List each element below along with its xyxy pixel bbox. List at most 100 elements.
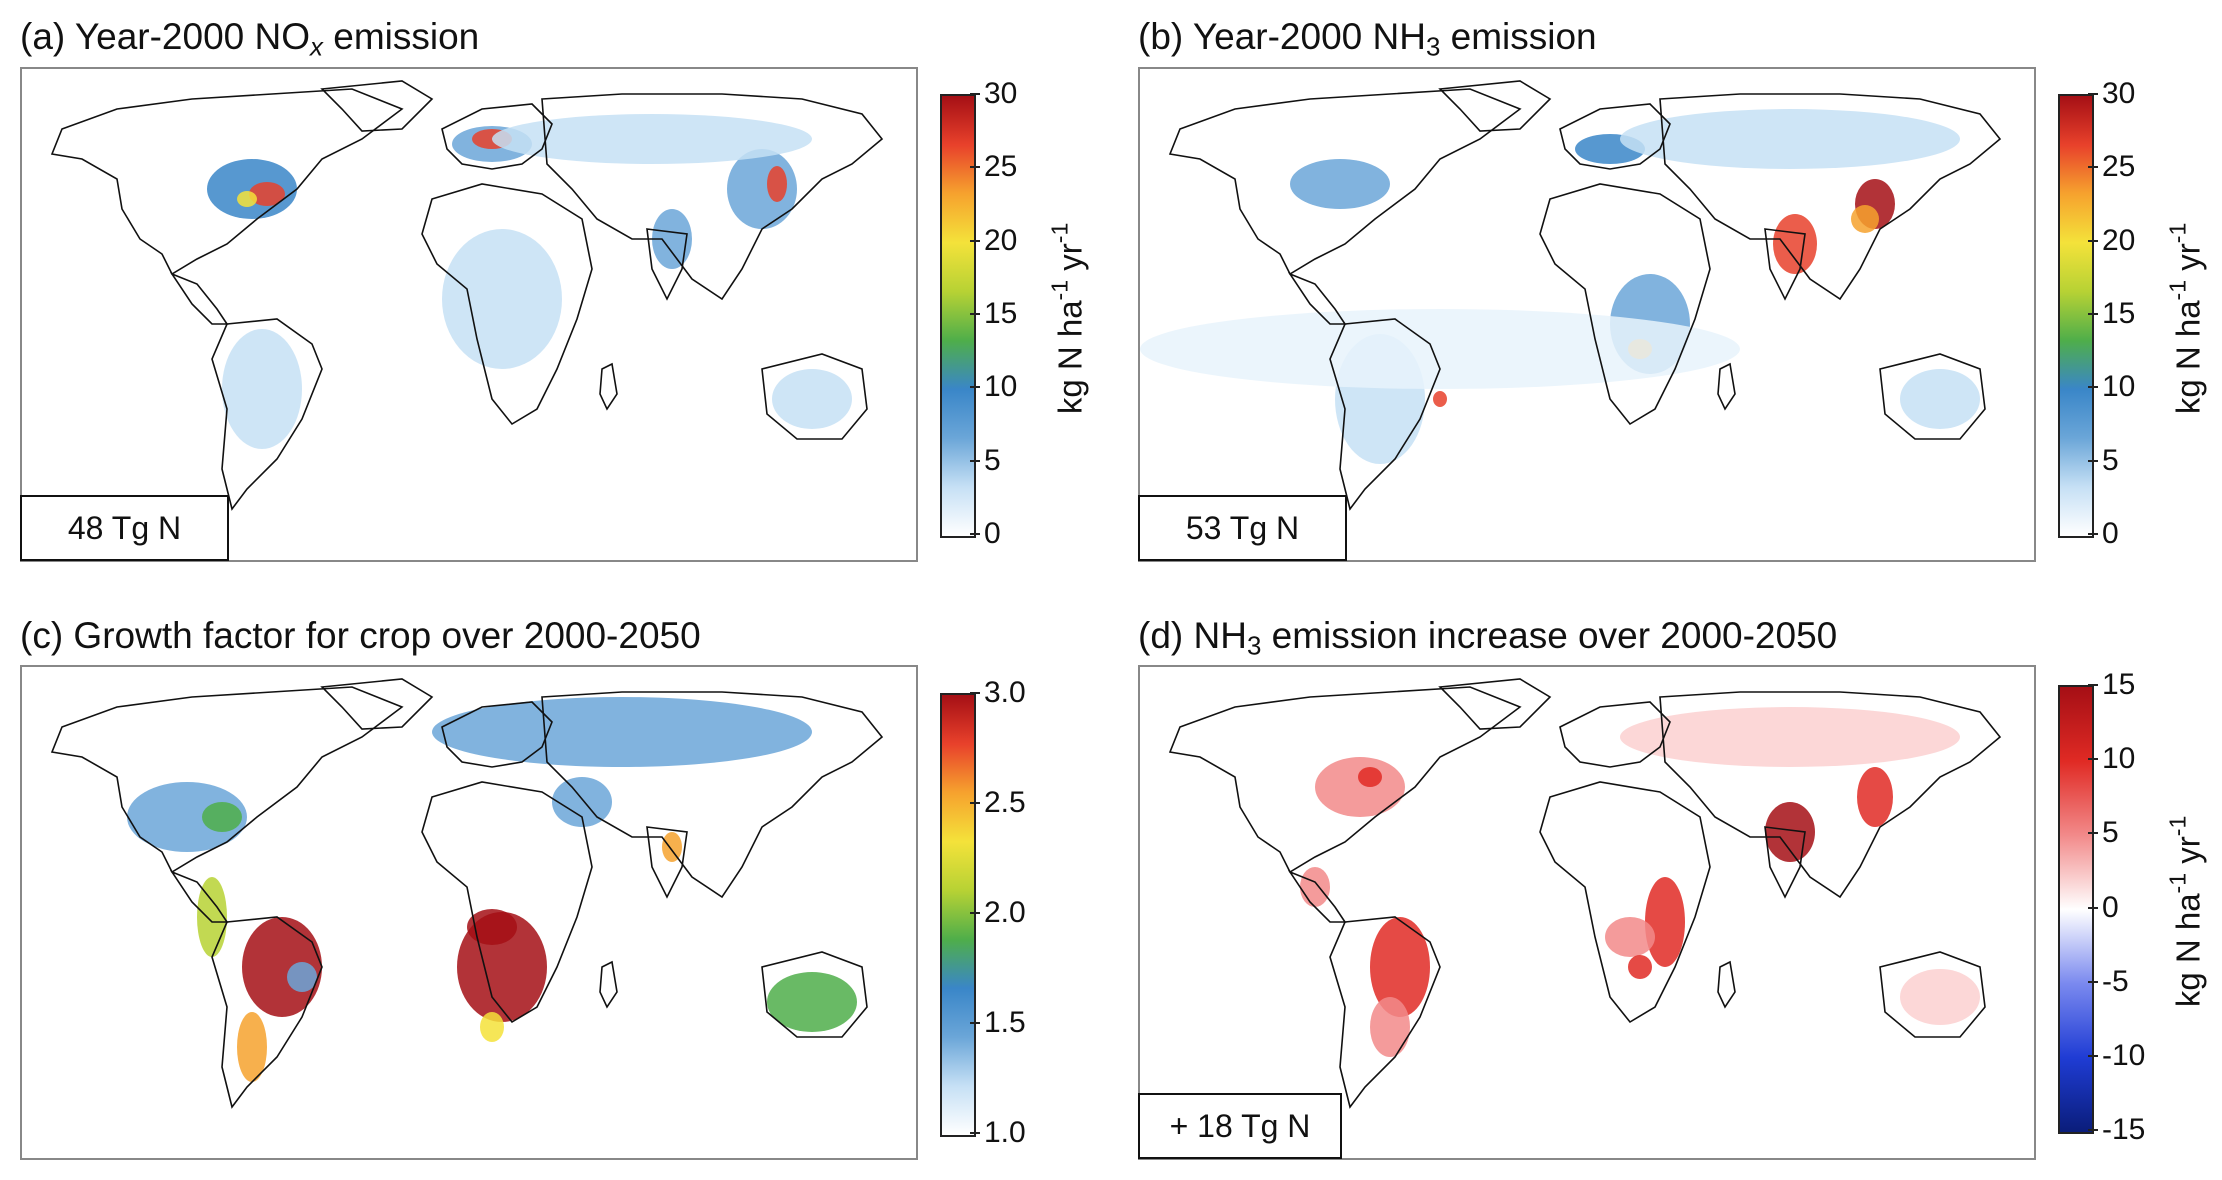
panel-b-total: 53 Tg N xyxy=(1185,509,1300,546)
emission-field xyxy=(127,782,247,852)
panel-a-colorbar-tick-label: 20 xyxy=(984,223,1018,257)
continent-australia xyxy=(1879,951,1986,1038)
panel-d-colorbar-tick-label: -15 xyxy=(2102,1113,2146,1146)
panel-a-colorbar xyxy=(940,94,976,538)
emission-field xyxy=(1765,802,1815,862)
panel-a-cb-label-mid: yr xyxy=(1051,243,1089,280)
panel-c-colorbar-tick-mark xyxy=(970,802,980,804)
emission-field xyxy=(222,329,302,449)
emission-field xyxy=(1645,877,1685,967)
panel-d-colorbar-label: kg N ha-1 yr-1 xyxy=(2165,761,2208,1061)
panel-a-colorbar-tick-mark xyxy=(970,239,980,242)
panel-d-cb-label-mid: yr xyxy=(2169,836,2207,873)
panel-a-cb-label-sup1: -1 xyxy=(1046,279,1073,301)
emission-field xyxy=(432,697,812,767)
panel-a-cb-label-sup2: -1 xyxy=(1046,222,1073,244)
panel-a-colorbar-tick-label: 0 xyxy=(984,517,1001,550)
continent-asia xyxy=(1659,691,2002,899)
emission-field xyxy=(1300,867,1330,907)
panel-a-colorbar-label: kg N ha-1 yr-1 xyxy=(1047,168,1090,468)
panel-b-cb-label-mid: yr xyxy=(2169,243,2207,280)
panel-b-title: (b) Year-2000 NH3 emission xyxy=(1138,18,1597,61)
continent-madagascar xyxy=(1717,362,1736,411)
emission-field xyxy=(772,369,852,429)
panel-a-colorbar-tick-mark xyxy=(970,166,980,169)
continent-europe xyxy=(441,103,553,170)
panel-a-total-box: 48 Tg N xyxy=(20,495,229,561)
panel-c-colorbar-tick-mark xyxy=(970,912,980,914)
panel-b-title-sub: 3 xyxy=(1425,33,1441,62)
continent-europe xyxy=(1559,103,1671,170)
emission-field xyxy=(1370,917,1430,1017)
panel-d-colorbar-tick-mark xyxy=(2088,980,2098,983)
panel-b-colorbar-tick-mark xyxy=(2088,239,2098,242)
continent-madagascar xyxy=(599,960,618,1009)
panel-d-colorbar-tick-label: 15 xyxy=(2102,668,2136,701)
panel-d-title: (d) NH3 emission increase over 2000-2050 xyxy=(1138,617,1837,660)
continent-south-america xyxy=(211,916,323,1109)
continent-south-america xyxy=(211,318,323,511)
panel-b-colorbar-tick-mark xyxy=(2088,166,2098,169)
emission-field xyxy=(1900,369,1980,429)
continent-africa xyxy=(421,183,593,426)
continent-asia xyxy=(541,93,884,301)
emission-field xyxy=(767,972,857,1032)
panel-b-colorbar-tick-mark xyxy=(2088,533,2098,535)
panel-d-cb-label-sup2: -1 xyxy=(2164,815,2191,837)
panel-a-title-prefix: (a) Year-2000 NO xyxy=(20,16,311,57)
panel-a-colorbar-tick-mark xyxy=(970,386,980,389)
continent-madagascar xyxy=(1717,960,1736,1009)
continent-greenland xyxy=(320,80,434,132)
continent-australia xyxy=(761,353,868,440)
emission-field xyxy=(492,114,812,164)
panel-b-colorbar-tick-label: 10 xyxy=(2102,370,2136,404)
panel-d-world-map xyxy=(1168,678,2002,1109)
emission-field xyxy=(552,777,612,827)
panel-a-colorbar-tick-mark xyxy=(970,313,980,315)
continent-india xyxy=(1764,826,1806,899)
panel-b-colorbar-tick-label: 15 xyxy=(2102,297,2136,330)
emission-field xyxy=(249,182,285,206)
continent-asia xyxy=(541,691,884,899)
emission-field xyxy=(1358,767,1382,787)
panel-a-colorbar-tick-mark xyxy=(970,93,980,95)
continent-india xyxy=(646,826,688,899)
continent-greenland xyxy=(1438,80,1552,132)
continent-south-america xyxy=(1329,916,1441,1109)
panel-d-title-sub: 3 xyxy=(1246,632,1262,661)
continent-india xyxy=(646,228,688,301)
panel-c-map xyxy=(20,665,918,1160)
emission-field xyxy=(1140,309,1740,389)
panel-c-colorbar-tick-label: 3.0 xyxy=(984,676,1026,709)
continent-india xyxy=(1764,228,1806,301)
panel-d-title-prefix: (d) NH xyxy=(1138,615,1247,656)
panel-d-colorbar-tick-mark xyxy=(2088,758,2098,761)
emission-field xyxy=(442,229,562,369)
panel-c-colorbar-tick-mark xyxy=(970,1022,980,1024)
panel-d-map xyxy=(1138,665,2036,1160)
emission-field xyxy=(1857,767,1893,827)
panel-c-colorbar-tick-label: 2.5 xyxy=(984,786,1026,819)
emission-field xyxy=(202,802,242,832)
panel-a-colorbar-tick-label: 15 xyxy=(984,297,1018,330)
continent-australia xyxy=(761,951,868,1038)
panel-a-colorbar-tick-mark xyxy=(970,459,980,462)
emission-field xyxy=(467,909,517,945)
panel-d-cb-label-sup1: -1 xyxy=(2164,872,2191,894)
panel-d-colorbar-tick-mark xyxy=(2088,684,2098,686)
panel-d-title-suffix: emission increase over 2000-2050 xyxy=(1261,615,1838,656)
emission-field xyxy=(1433,391,1447,407)
panel-b-colorbar-label: kg N ha-1 yr-1 xyxy=(2165,168,2208,468)
emission-field xyxy=(767,166,787,202)
emission-field xyxy=(1370,997,1410,1057)
continent-north-america xyxy=(50,88,404,276)
emission-field xyxy=(1290,159,1390,209)
panel-a-map xyxy=(20,67,918,562)
panel-d-colorbar-tick-label: -5 xyxy=(2102,964,2129,998)
panel-d-colorbar-tick-label: 10 xyxy=(2102,742,2136,776)
panel-b-colorbar-tick-mark xyxy=(2088,386,2098,389)
continent-asia xyxy=(1659,93,2002,301)
panel-a-colorbar-tick-label: 10 xyxy=(984,370,1018,404)
panel-b-colorbar-tick-label: 20 xyxy=(2102,223,2136,257)
panel-b-title-prefix: (b) Year-2000 NH xyxy=(1138,16,1426,57)
